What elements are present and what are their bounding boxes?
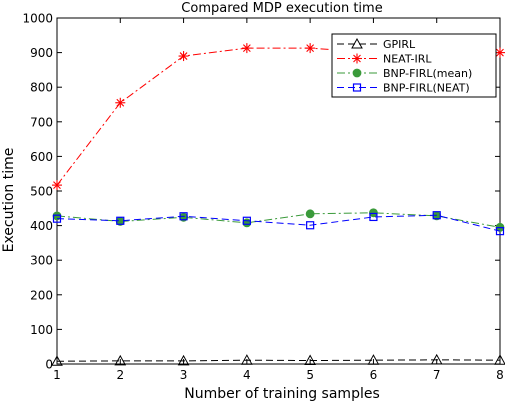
legend-label-bnp-firl-mean: BNP-FIRL(mean) xyxy=(383,67,472,80)
y-tick-label: 700 xyxy=(30,115,53,129)
data-point-gpirl xyxy=(494,354,505,365)
legend-marker-bnp-firl-neat xyxy=(352,83,362,92)
plot-area: 0 100 200 300 400 500 600 700 800 900 1000 1 2 3 4 5 6 7 8 xyxy=(22,12,505,382)
data-point-gpirl xyxy=(114,354,127,366)
data-point-bnp-firl-neat xyxy=(495,227,505,236)
data-point-bnp-firl-neat xyxy=(116,216,125,225)
data-point-gpirl xyxy=(51,355,63,366)
data-point-gpirl xyxy=(367,354,380,365)
data-point-bnp-firl-mean xyxy=(305,209,315,219)
y-tick-label: 900 xyxy=(30,46,53,60)
data-point-bnp-firl-neat xyxy=(52,214,62,223)
y-tick-label: 0 xyxy=(45,358,53,372)
x-axis-label: Number of training samples xyxy=(184,386,380,402)
x-tick-label: 8 xyxy=(496,368,504,382)
data-point-bnp-firl-neat xyxy=(306,221,315,230)
data-point-gpirl xyxy=(177,354,190,366)
y-axis-label: Execution time xyxy=(1,148,17,253)
legend-label-gpirl: GPIRL xyxy=(383,38,416,51)
data-point-gpirl xyxy=(430,353,443,365)
y-tick-label: 300 xyxy=(30,254,53,268)
data-point-gpirl xyxy=(241,354,253,365)
legend-label-bnp-firl-neat: BNP-FIRL(NEAT) xyxy=(383,82,470,95)
data-point-neat-irl xyxy=(495,47,505,58)
x-tick-label: 2 xyxy=(116,368,124,382)
data-point-neat-irl xyxy=(52,180,62,191)
data-point-neat-irl xyxy=(241,43,252,54)
data-point-bnp-firl-mean xyxy=(369,208,378,218)
data-point-neat-irl xyxy=(115,97,126,108)
y-tick-label: 100 xyxy=(30,323,53,337)
data-point-bnp-firl-neat xyxy=(179,212,188,221)
y-tick-label: 1000 xyxy=(22,12,53,26)
y-tick-label: 400 xyxy=(30,219,53,233)
x-tick-label: 1 xyxy=(53,368,61,382)
legend-marker-gpirl xyxy=(351,37,363,49)
legend-marker-neat-irl xyxy=(352,53,362,64)
data-point-bnp-firl-neat xyxy=(432,211,441,220)
legend-label-neat-irl: NEAT-IRL xyxy=(383,53,432,66)
x-tick-label: 4 xyxy=(243,368,251,382)
data-point-neat-irl xyxy=(178,51,189,62)
series-line-bnp-firl-neat xyxy=(56,214,501,232)
y-tick-label: 500 xyxy=(30,185,53,199)
data-point-bnp-firl-neat xyxy=(242,216,251,225)
legend-marker-bnp-firl-mean xyxy=(352,68,362,78)
x-tick-label: 6 xyxy=(370,368,378,382)
x-tick-label: 5 xyxy=(306,368,314,382)
series-line-bnp-firl-mean xyxy=(56,212,501,228)
x-tick-label: 7 xyxy=(433,368,441,382)
y-tick-label: 800 xyxy=(30,81,53,95)
data-point-bnp-firl-mean xyxy=(242,218,252,228)
data-point-bnp-firl-neat xyxy=(369,212,378,222)
data-point-neat-irl xyxy=(305,43,316,54)
y-tick-label: 600 xyxy=(30,150,53,164)
series-line-neat-irl xyxy=(56,47,501,186)
series-line-gpirl xyxy=(56,359,501,362)
chart-title: Compared MDP execution time xyxy=(181,1,382,16)
data-point-gpirl xyxy=(304,354,316,366)
y-tick-label: 200 xyxy=(30,288,53,302)
x-tick-label: 3 xyxy=(180,368,188,382)
